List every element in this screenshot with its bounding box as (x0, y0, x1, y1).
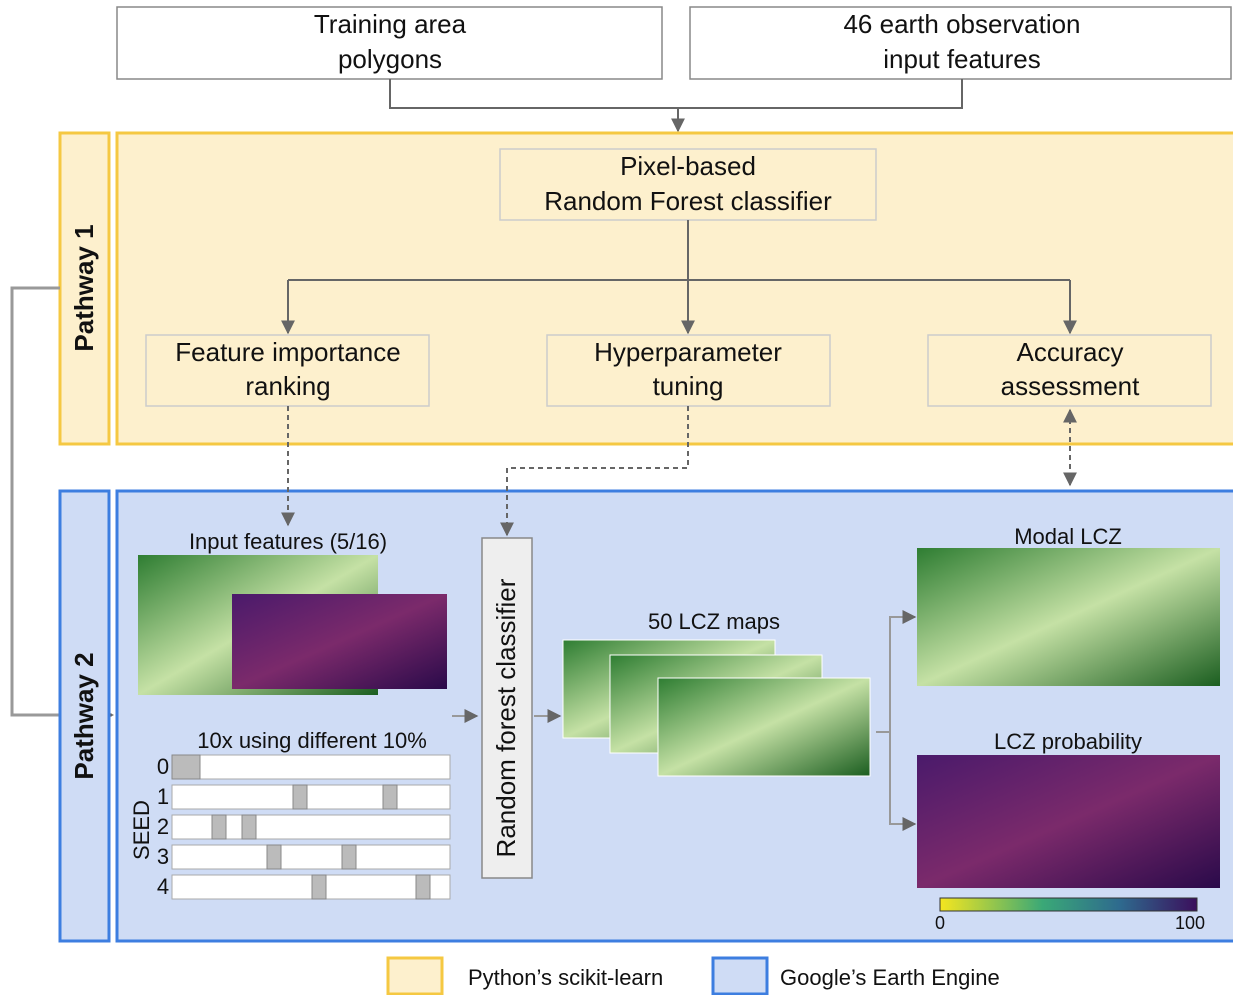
dashed-arrow (500, 406, 689, 537)
label: Random Forest classifier (544, 186, 832, 216)
label: input features (883, 44, 1041, 74)
label: Feature importance (175, 337, 400, 367)
colorbar-label: 100 (1175, 913, 1205, 933)
connector (288, 220, 1070, 281)
seed-row (171, 784, 451, 810)
caption: LCZ probability (994, 729, 1142, 754)
sample-block (171, 754, 201, 780)
box (689, 6, 1232, 80)
colorbar (939, 897, 1198, 912)
label: Random forest classifier (491, 578, 521, 857)
pathway-label-box (58, 489, 111, 943)
seed-label: 3 (157, 844, 169, 869)
sample-block (292, 784, 308, 810)
box (481, 537, 533, 879)
legend-swatch (386, 956, 444, 995)
sample-block (311, 874, 327, 900)
legend-label: Google’s Earth Engine (780, 965, 1000, 990)
sample-block (241, 814, 257, 840)
box (145, 334, 430, 407)
sample-block (415, 874, 431, 900)
sample-block (382, 784, 398, 810)
legend-label: Python’s scikit-learn (468, 965, 663, 990)
caption: Input features (5/16) (189, 529, 387, 554)
seed-row (171, 844, 451, 870)
caption: 10x using different 10% (197, 728, 427, 753)
label: 46 earth observation (843, 9, 1080, 39)
seed-label: 0 (157, 754, 169, 779)
inputs: Training area polygons 46 earth observat… (116, 6, 1232, 133)
label: Hyperparameter (594, 337, 782, 367)
connector (389, 79, 963, 109)
pathway1: Pathway 1 Pixel-based Random Forest clas… (58, 131, 1233, 446)
map-image (917, 755, 1220, 888)
label: ranking (245, 371, 330, 401)
legend-swatch (711, 956, 769, 995)
box (927, 334, 1212, 407)
label: Training area (314, 9, 467, 39)
map-image (917, 548, 1220, 686)
pathway-label: Pathway 1 (69, 224, 99, 351)
caption: 50 LCZ maps (648, 609, 780, 634)
sample-block (266, 844, 282, 870)
label: polygons (338, 44, 442, 74)
box (546, 334, 831, 407)
sample-block (211, 814, 227, 840)
pathway2: Pathway 2 Input features (5/16) 10x usin… (58, 406, 1233, 943)
seed-label: 1 (157, 784, 169, 809)
label: assessment (1001, 371, 1140, 401)
seed-label: 2 (157, 814, 169, 839)
seed-row (171, 874, 451, 900)
seed-label: 4 (157, 874, 169, 899)
seed-rows: 0 1 2 3 4 (157, 754, 451, 900)
map-image (657, 677, 871, 777)
sample-block (341, 844, 357, 870)
legend: Python’s scikit-learn Google’s Earth Eng… (386, 956, 1000, 995)
colorbar-label: 0 (935, 913, 945, 933)
box (499, 148, 877, 221)
caption: Modal LCZ (1014, 524, 1122, 549)
box (116, 6, 663, 80)
label: Pixel-based (620, 151, 756, 181)
label: Accuracy (1017, 337, 1124, 367)
axis-label: SEED (129, 800, 154, 860)
pathway-label: Pathway 2 (69, 652, 99, 779)
map-image (232, 594, 447, 689)
label: tuning (653, 371, 724, 401)
seed-row (171, 754, 451, 780)
